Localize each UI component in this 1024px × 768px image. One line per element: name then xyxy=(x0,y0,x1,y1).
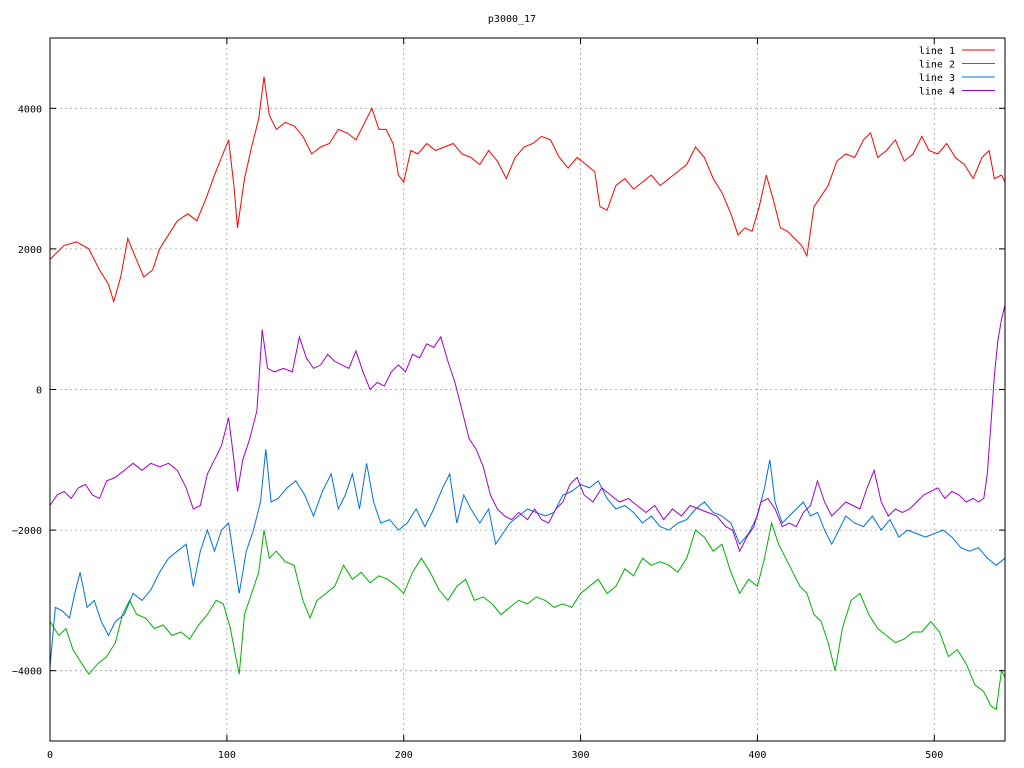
x-tick-label: 500 xyxy=(925,750,943,761)
x-tick-label: 200 xyxy=(395,750,413,761)
series-group xyxy=(49,76,1006,711)
series-line-4 xyxy=(49,304,1006,553)
y-tick-label: −2000 xyxy=(12,526,42,537)
legend-label: line 3 xyxy=(919,73,955,84)
legend-label: line 4 xyxy=(919,87,955,98)
plot-border xyxy=(49,37,1006,742)
axes: −4000 −2000 0 2000 4000 0 100 200 300 400 500 xyxy=(12,37,1006,761)
legend-label: line 1 xyxy=(919,46,955,57)
y-tick-label: 2000 xyxy=(18,245,42,256)
series-line-3 xyxy=(49,449,1006,668)
y-tick-label: 4000 xyxy=(18,104,42,115)
x-tick-label: 0 xyxy=(47,750,53,761)
y-tick-label: 0 xyxy=(36,386,42,397)
x-tick-label: 400 xyxy=(748,750,766,761)
x-tick-label: 300 xyxy=(572,750,590,761)
y-tick-label: −4000 xyxy=(12,667,42,678)
chart-title: p3000_17 xyxy=(488,14,536,25)
legend-label: line 2 xyxy=(919,60,955,71)
series-line-1 xyxy=(49,76,1006,304)
legend: line 1 line 2 line 3 line 4 xyxy=(919,46,995,98)
series-line-2 xyxy=(49,521,1006,711)
x-tick-label: 100 xyxy=(218,750,236,761)
